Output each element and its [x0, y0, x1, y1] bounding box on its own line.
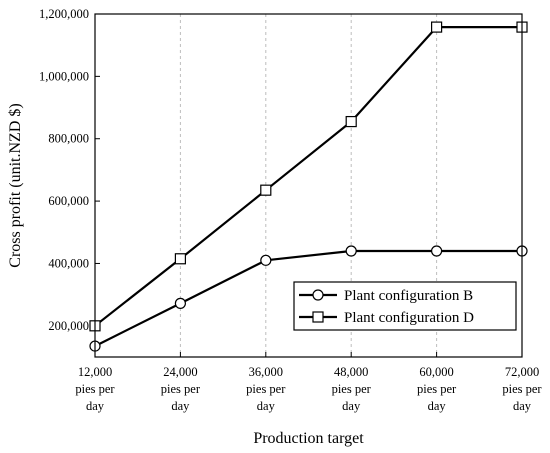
- x-tick-label: pies per: [332, 382, 372, 396]
- legend-circle-marker: [312, 289, 324, 301]
- legend-square-marker: [312, 311, 324, 323]
- y-tick-label: 1,000,000: [39, 69, 89, 83]
- x-tick-label: day: [171, 399, 190, 413]
- legend-box: [293, 281, 517, 331]
- x-tick-label: 24,000: [163, 365, 197, 379]
- square-marker: [431, 21, 443, 33]
- square-marker: [345, 115, 357, 128]
- y-tick-label: 600,000: [48, 194, 89, 208]
- x-tick-label: day: [86, 399, 105, 413]
- x-tick-label: day: [428, 399, 447, 413]
- x-tick-label: day: [257, 399, 276, 413]
- y-tick-label: 800,000: [48, 132, 89, 146]
- x-axis-ticks: 12,000 pies per day 24,000 pies per day 36,000…: [75, 352, 542, 413]
- circle-marker: [431, 245, 443, 257]
- series-line: [94, 25, 522, 327]
- y-axis-ticks: 200,000 400,000 600,000 800,000 1,000,000 1,2…: [39, 7, 100, 333]
- legend: Plant configuration B Plant configuration…: [293, 281, 517, 331]
- circle-marker: [174, 297, 186, 309]
- circle-marker: [260, 254, 272, 266]
- circle-marker: [345, 245, 357, 257]
- series-line: [94, 249, 522, 348]
- square-marker: [174, 253, 186, 265]
- x-tick-label: pies per: [161, 382, 201, 396]
- legend-label: Plant configuration B: [344, 288, 473, 304]
- series-b: [89, 245, 528, 352]
- series-layer: [89, 21, 528, 352]
- x-tick-label: day: [513, 399, 532, 413]
- x-tick-label: pies per: [502, 382, 542, 396]
- x-tick-label: pies per: [417, 382, 457, 396]
- square-marker: [260, 184, 272, 196]
- x-tick-label: pies per: [246, 382, 286, 396]
- x-tick-label: 60,000: [419, 365, 453, 379]
- plot-frame: [94, 13, 523, 358]
- y-tick-label: 1,200,000: [39, 7, 89, 21]
- y-tick-label: 200,000: [48, 319, 89, 333]
- x-tick-label: 12,000: [78, 365, 112, 379]
- x-axis-title: Production target: [253, 430, 364, 447]
- x-tick-label: pies per: [75, 382, 115, 396]
- x-tick-label: 36,000: [249, 365, 283, 379]
- y-axis-title: Cross profit (unit.NZD $): [7, 103, 24, 267]
- y-tick-label: 400,000: [48, 256, 89, 270]
- legend-label: Plant configuration D: [344, 310, 474, 326]
- x-tick-label: day: [342, 399, 361, 413]
- x-tick-label: 72,000: [505, 365, 539, 379]
- x-tick-label: 48,000: [334, 365, 368, 379]
